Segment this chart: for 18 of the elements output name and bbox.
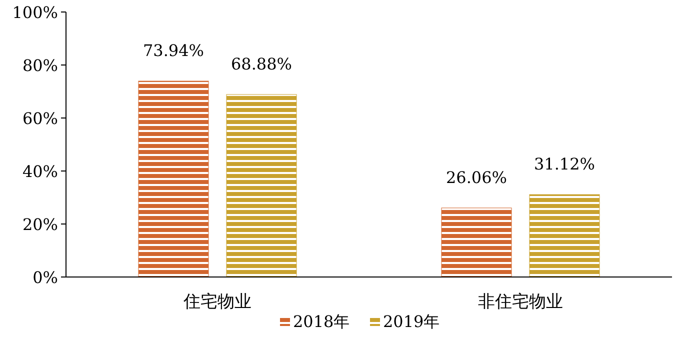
data-label: 68.88% [230, 54, 292, 74]
legend-label: 2019年 [383, 312, 440, 331]
bar [529, 194, 600, 278]
y-tick-label: 80% [22, 56, 58, 75]
legend-label: 2018年 [293, 312, 350, 331]
data-label: 31.12% [534, 154, 596, 174]
bar [226, 94, 297, 278]
data-label: 73.94% [142, 41, 204, 60]
x-tick-label: 住宅物业 [182, 292, 252, 312]
x-tick-label: 非住宅物业 [478, 292, 563, 312]
data-label: 26.06% [446, 168, 508, 187]
y-tick-label: 40% [22, 162, 58, 181]
y-tick-label: 0% [32, 268, 58, 287]
bar [441, 208, 512, 278]
y-tick-label: 20% [22, 215, 58, 234]
y-tick-label: 60% [22, 109, 58, 128]
y-tick-label: 100% [12, 3, 58, 22]
bar [138, 80, 209, 278]
